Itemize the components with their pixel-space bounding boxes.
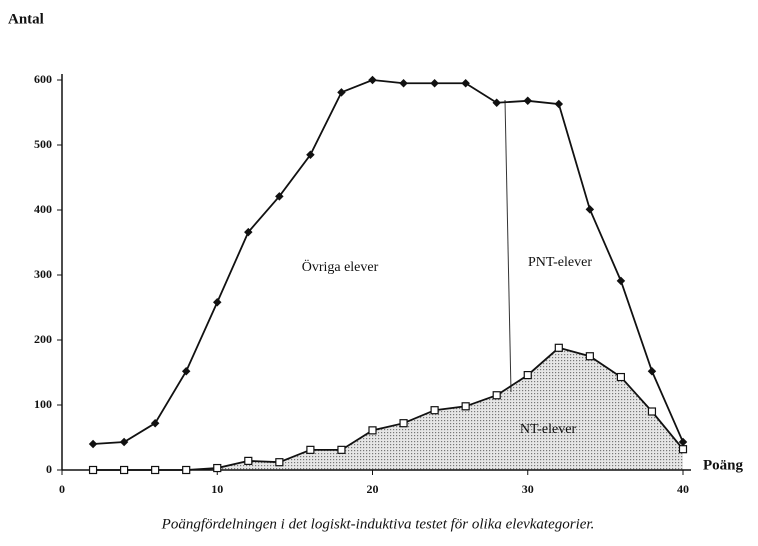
diamond-marker	[88, 439, 98, 449]
y-tick-label: 600	[34, 72, 52, 86]
diamond-marker	[181, 366, 191, 376]
square-marker	[337, 445, 346, 454]
diamond-marker	[213, 298, 222, 307]
y-tick-label: 0	[46, 462, 52, 476]
square-marker	[244, 456, 253, 465]
diamond-marker	[678, 437, 688, 447]
x-tick-label: 0	[59, 482, 65, 496]
series-label: Övriga elever	[302, 258, 379, 275]
x-tick-label: 10	[211, 482, 223, 496]
square-marker	[399, 419, 408, 428]
diamond-marker	[399, 79, 408, 88]
square-marker	[213, 463, 222, 473]
diamond-marker	[150, 418, 160, 428]
diamond-marker	[275, 192, 284, 201]
square-marker	[88, 465, 98, 475]
square-marker	[368, 426, 377, 435]
diamond-marker	[368, 75, 377, 85]
diamond-marker	[337, 88, 346, 97]
diamond-marker	[554, 99, 564, 109]
caption: Poängfördelningen i det logiskt-induktiv…	[161, 516, 595, 532]
x-tick-label: 30	[522, 482, 534, 496]
square-marker	[492, 391, 501, 400]
y-tick-label: 100	[34, 397, 52, 411]
series-label: NT-elever	[520, 422, 577, 437]
diamond-marker	[647, 366, 657, 376]
y-tick-label: 200	[34, 332, 52, 346]
y-tick-label: 500	[34, 137, 52, 151]
diamond-marker	[306, 150, 315, 159]
series-line	[93, 346, 684, 471]
y-axis-label: Antal	[8, 11, 44, 27]
square-marker	[585, 352, 594, 361]
square-marker	[306, 445, 315, 454]
square-marker	[430, 406, 439, 415]
diamond-marker	[119, 437, 129, 447]
diamond-marker	[244, 227, 253, 237]
series-line	[92, 79, 684, 445]
square-marker	[554, 343, 563, 352]
square-marker	[119, 465, 129, 475]
nt-area	[93, 347, 684, 470]
x-tick-label: 40	[677, 482, 689, 496]
x-axis-label: Poäng	[703, 457, 744, 473]
annotation: PNT-elever	[528, 255, 592, 270]
square-marker	[151, 465, 160, 475]
square-marker	[678, 445, 688, 454]
y-tick-label: 300	[34, 267, 52, 281]
square-marker	[182, 465, 191, 475]
diamond-marker	[492, 98, 501, 107]
diamond-marker	[616, 276, 626, 286]
diamond-marker	[523, 96, 532, 106]
diamond-marker	[430, 79, 439, 88]
x-tick-label: 20	[367, 482, 379, 496]
diamond-marker	[585, 205, 595, 214]
square-marker	[275, 458, 284, 467]
square-marker	[523, 371, 532, 380]
diamond-marker	[461, 79, 470, 88]
separator	[504, 99, 512, 393]
square-marker	[616, 372, 626, 382]
square-marker	[461, 402, 470, 411]
square-marker	[647, 407, 657, 416]
y-tick-label: 400	[34, 202, 52, 216]
